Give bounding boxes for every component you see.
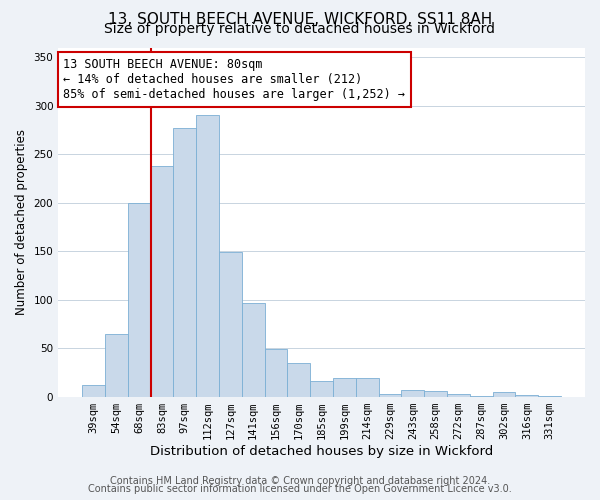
Bar bbox=[265, 349, 287, 397]
Bar bbox=[128, 202, 151, 396]
Y-axis label: Number of detached properties: Number of detached properties bbox=[15, 129, 28, 315]
Bar bbox=[105, 334, 128, 396]
Bar bbox=[424, 391, 447, 396]
Bar bbox=[219, 252, 242, 396]
Text: Size of property relative to detached houses in Wickford: Size of property relative to detached ho… bbox=[104, 22, 496, 36]
Bar bbox=[287, 362, 310, 396]
Text: Contains HM Land Registry data © Crown copyright and database right 2024.: Contains HM Land Registry data © Crown c… bbox=[110, 476, 490, 486]
Bar bbox=[173, 128, 196, 396]
Bar bbox=[333, 378, 356, 396]
Bar bbox=[356, 378, 379, 396]
Text: Contains public sector information licensed under the Open Government Licence v3: Contains public sector information licen… bbox=[88, 484, 512, 494]
Bar bbox=[447, 394, 470, 396]
Text: 13, SOUTH BEECH AVENUE, WICKFORD, SS11 8AH: 13, SOUTH BEECH AVENUE, WICKFORD, SS11 8… bbox=[108, 12, 492, 26]
Text: 13 SOUTH BEECH AVENUE: 80sqm
← 14% of detached houses are smaller (212)
85% of s: 13 SOUTH BEECH AVENUE: 80sqm ← 14% of de… bbox=[64, 58, 406, 101]
Bar bbox=[82, 385, 105, 396]
Bar bbox=[401, 390, 424, 396]
Bar bbox=[151, 166, 173, 396]
Bar bbox=[515, 394, 538, 396]
Bar bbox=[196, 116, 219, 396]
Bar bbox=[493, 392, 515, 396]
X-axis label: Distribution of detached houses by size in Wickford: Distribution of detached houses by size … bbox=[150, 444, 493, 458]
Bar bbox=[242, 302, 265, 396]
Bar bbox=[379, 394, 401, 396]
Bar bbox=[310, 381, 333, 396]
